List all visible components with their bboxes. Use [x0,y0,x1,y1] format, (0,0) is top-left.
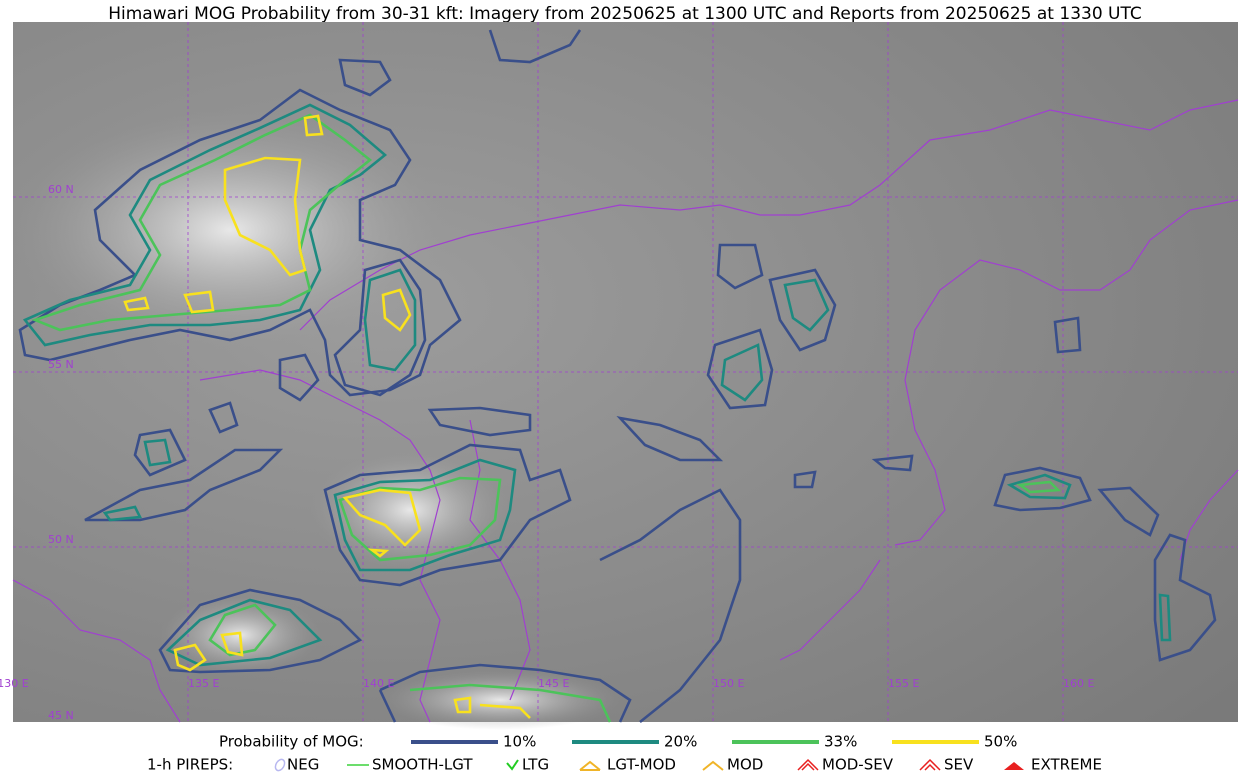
lat-label: 50 N [48,533,74,546]
map-labels: 60 N 55 N 50 N 45 N 130 E 135 E 140 E 145 E 150 … [0,183,1094,722]
legend-label: SMOOTH-LGT [372,756,473,774]
coastlines [12,99,1239,723]
legend: Probability of MOG: 1-h PIREPS: 10% 20% 33… [147,733,1102,774]
legend-title: Probability of MOG: [219,733,364,751]
pirep-symbol [1004,762,1024,770]
lat-label: 55 N [48,358,74,371]
cloud [380,670,620,730]
title: Himawari MOG Probability from 30-31 kft:… [108,4,1142,24]
legend-label: LGT-MOD [607,756,676,774]
pirep-symbol [579,760,601,771]
legend-label: 50% [984,733,1017,751]
legend-label: MOD-SEV [822,756,894,774]
legend-title: 1-h PIREPS: [147,756,233,774]
pirep-symbol [274,758,286,772]
pirep-symbol [919,758,941,771]
legend-label: 33% [824,733,857,751]
cloud [10,110,450,350]
pirep-symbol [797,758,819,771]
lat-label: 60 N [48,183,74,196]
lon-label: 160 E [1063,677,1094,690]
legend-label: MOD [727,756,763,774]
legend-label: LTG [522,756,549,774]
map: 60 N 55 N 50 N 45 N 130 E 135 E 140 E 145 E 150 … [0,22,1239,730]
legend-label: 20% [664,733,697,751]
cloud [310,450,510,570]
legend-label: SEV [944,756,974,774]
legend-label: 10% [503,733,536,751]
lon-label: 135 E [188,677,219,690]
lon-label: 130 E [0,677,29,690]
pirep-symbol [506,759,519,771]
lon-label: 150 E [713,677,744,690]
lon-label: 145 E [538,677,569,690]
lon-label: 140 E [363,677,394,690]
contours [18,29,1217,724]
lat-label: 45 N [48,709,74,722]
legend-label: NEG [287,756,319,774]
lon-label: 155 E [888,677,919,690]
legend-label: EXTREME [1031,756,1102,774]
pirep-symbol [702,760,724,771]
